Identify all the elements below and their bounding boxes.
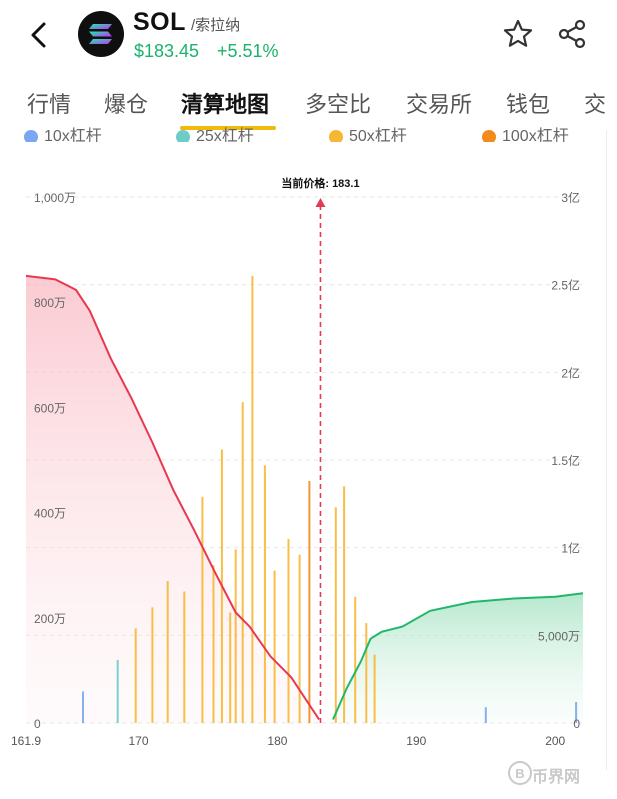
watermark-coin-icon: B [508, 761, 532, 785]
card-edge [606, 130, 607, 770]
tab-exchanges[interactable]: 交易所 [406, 92, 473, 117]
coin-name: SOL [133, 8, 186, 36]
y-left-tick-label: 400万 [34, 507, 66, 521]
star-icon[interactable] [502, 18, 534, 50]
x-tick-label: 170 [128, 734, 148, 748]
liquidation-bar [82, 691, 84, 723]
y-right-tick-label: 2亿 [561, 365, 580, 380]
tab-liquidation-map[interactable]: 清算地图 [181, 92, 270, 117]
back-arrow-icon[interactable] [24, 18, 54, 52]
liquidation-bar [251, 275, 254, 723]
liquidation-bar [308, 481, 311, 723]
legend-item-100x[interactable]: 100x杠杆 [482, 122, 569, 142]
y-right-tick-label: 1.5亿 [551, 453, 580, 468]
liquidation-bar [234, 549, 237, 723]
tab-more[interactable]: 交 [584, 92, 607, 117]
chart-legend: 10x杠杆 25x杠杆 50x杠杆 100x杠杆 [0, 120, 617, 142]
liquidation-bar [484, 707, 487, 723]
legend-item-25x[interactable]: 25x杠杆 [176, 122, 254, 142]
legend-dot-icon [329, 129, 343, 142]
current-price-label: 当前价格: 183.1 [281, 176, 359, 190]
y-left-tick-label: 1,000万 [34, 191, 76, 205]
legend-dot-icon [482, 129, 496, 142]
legend-dot-icon [176, 129, 190, 142]
liquidation-bar [263, 465, 266, 723]
liquidation-bar [212, 565, 215, 723]
y-right-tick-label: 0 [573, 717, 580, 731]
liquidation-bar [373, 654, 376, 723]
tab-wallets[interactable]: 钱包 [506, 92, 551, 117]
coin-header: SOL /索拉纳 $183.45 +5.51% [0, 0, 617, 75]
liquidation-bar [229, 612, 232, 723]
y-left-tick-label: 0 [34, 717, 41, 731]
liquidation-bar [183, 591, 186, 723]
x-tick-label: 200 [545, 734, 565, 748]
liquidation-bar [116, 659, 119, 723]
liquidation-bar [166, 581, 169, 723]
x-tick-label: 161.9 [11, 734, 41, 748]
liquidation-bar [365, 623, 368, 723]
short-cumulative-line [332, 592, 584, 720]
long-cumulative-line [25, 274, 320, 721]
price-change: +5.51% [217, 41, 279, 61]
liquidation-map-chart: 0 200万 400万 600万 800万 1,000万 0 5,000万 1亿 1.5亿 2亿 2.… [11, 176, 584, 748]
tab-bar: 行情 爆仓 清算地图 多空比 交易所 钱包 交 [0, 78, 617, 128]
liquidation-bar [201, 496, 204, 723]
liquidation-bar [334, 507, 337, 723]
y-left-tick-label: 200万 [34, 612, 66, 626]
y-left-tick-label: 800万 [34, 296, 66, 310]
liquidation-bar [151, 607, 154, 723]
liquidation-bar [354, 596, 357, 723]
liquidation-bar [134, 628, 137, 723]
share-icon[interactable] [556, 18, 588, 50]
y-right-tick-label: 1亿 [561, 541, 580, 556]
y-right-tick-label: 2.5亿 [551, 278, 580, 293]
liquidation-bar [343, 486, 346, 723]
legend-item-10x[interactable]: 10x杠杆 [24, 122, 102, 142]
active-tab-indicator [180, 126, 276, 130]
coin-subtitle: /索拉纳 [191, 17, 241, 34]
short-cumulative-area [332, 593, 583, 723]
long-cumulative-area [26, 275, 320, 723]
legend-dot-icon [24, 129, 38, 142]
liquidation-bar [273, 570, 276, 723]
legend-item-50x[interactable]: 50x杠杆 [329, 122, 407, 142]
liquidation-bar [575, 702, 578, 723]
y-left-tick-label: 600万 [34, 401, 66, 415]
tab-long-short-ratio[interactable]: 多空比 [305, 92, 372, 117]
liquidation-bar [287, 538, 290, 723]
svg-text:B: B [515, 766, 524, 781]
liquidation-bar [241, 402, 244, 723]
x-tick-label: 190 [406, 734, 426, 748]
y-right-tick-label: 5,000万 [538, 629, 580, 643]
solana-logo-icon [78, 11, 124, 57]
current-price-arrow-icon [315, 198, 326, 207]
tab-market[interactable]: 行情 [27, 92, 72, 117]
x-tick-label: 180 [267, 734, 287, 748]
y-right-tick-label: 3亿 [561, 190, 580, 205]
tab-liquidations[interactable]: 爆仓 [104, 92, 149, 117]
coin-price: $183.45 [134, 41, 200, 61]
watermark-text: 币界网 [532, 769, 581, 786]
liquidation-bar [298, 554, 301, 723]
